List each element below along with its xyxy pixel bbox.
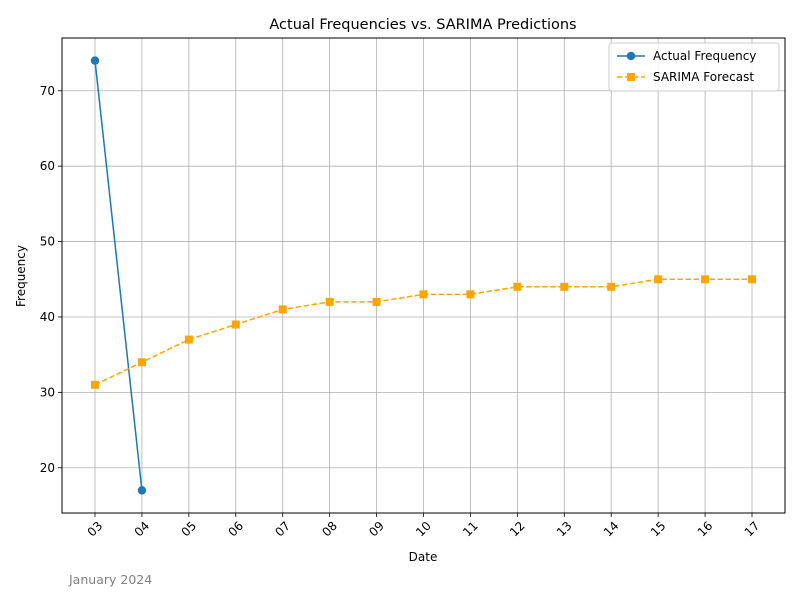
actual-frequency-point [90, 56, 100, 65]
sarima-forecast-point [560, 282, 569, 291]
y-axis-title: Frequency [14, 245, 28, 307]
y-tick-label: 30 [40, 385, 55, 399]
y-tick-label: 70 [40, 84, 55, 98]
x-tick-label: 10 [413, 519, 434, 540]
sarima-forecast-point [748, 275, 756, 284]
sarima-forecast-point [91, 380, 99, 389]
x-tick-label: 15 [648, 519, 669, 540]
y-tick-label: 20 [40, 461, 55, 475]
x-tick-label: 08 [319, 519, 340, 540]
x-tick-label: 03 [85, 519, 106, 540]
actual-frequency-line [94, 60, 143, 491]
legend: Actual Frequency SARIMA Forecast [608, 42, 780, 92]
legend-actual-frequency-label: Actual Frequency [653, 49, 756, 63]
sarima-forecast-point [701, 275, 710, 284]
sarima-forecast-point [184, 335, 193, 344]
y-tick-label: 50 [40, 235, 55, 249]
x-tick-label: 14 [601, 519, 622, 540]
sarima-forecast-point [607, 282, 616, 291]
sarima-forecast-point [231, 320, 240, 329]
x-tick-label: 06 [225, 519, 246, 540]
legend-actual-frequency-marker [626, 51, 636, 61]
ticks: 03 04 05 06 07 08 09 10 11 12 13 14 15 16 17 20 30 40 50 60… [40, 84, 763, 540]
x-tick-label: 17 [742, 519, 763, 540]
sarima-forecast-point [325, 297, 334, 306]
x-tick-label: 05 [179, 519, 200, 540]
x-tick-label: 13 [554, 519, 575, 540]
sarima-forecast-point [372, 297, 381, 306]
x-tick-label: 16 [695, 519, 716, 540]
grid [62, 38, 785, 513]
x-tick-label: 09 [366, 519, 387, 540]
x-tick-label: 04 [132, 519, 153, 540]
legend-box [608, 42, 780, 92]
series-layer [90, 56, 756, 495]
x-tick-label: 12 [507, 519, 528, 540]
date-footnote: January 2024 [68, 572, 152, 587]
legend-sarima-forecast-marker [627, 73, 635, 81]
sarima-forecast-point [278, 305, 287, 314]
sarima-forecast-point [137, 358, 146, 367]
chart-title: Actual Frequencies vs. SARIMA Prediction… [269, 17, 576, 33]
x-tick-label: 11 [460, 519, 481, 540]
x-tick-label: 07 [272, 519, 293, 540]
actual-frequency-point [137, 486, 147, 495]
sarima-forecast-point [466, 290, 475, 299]
sarima-forecast-point [419, 290, 428, 299]
y-tick-label: 60 [40, 159, 55, 173]
sarima-forecast-point [654, 275, 663, 284]
legend-sarima-forecast-label: SARIMA Forecast [653, 70, 754, 84]
y-tick-label: 40 [40, 310, 55, 324]
sarima-forecast-point [513, 282, 522, 291]
x-axis-title: Date [409, 550, 438, 564]
